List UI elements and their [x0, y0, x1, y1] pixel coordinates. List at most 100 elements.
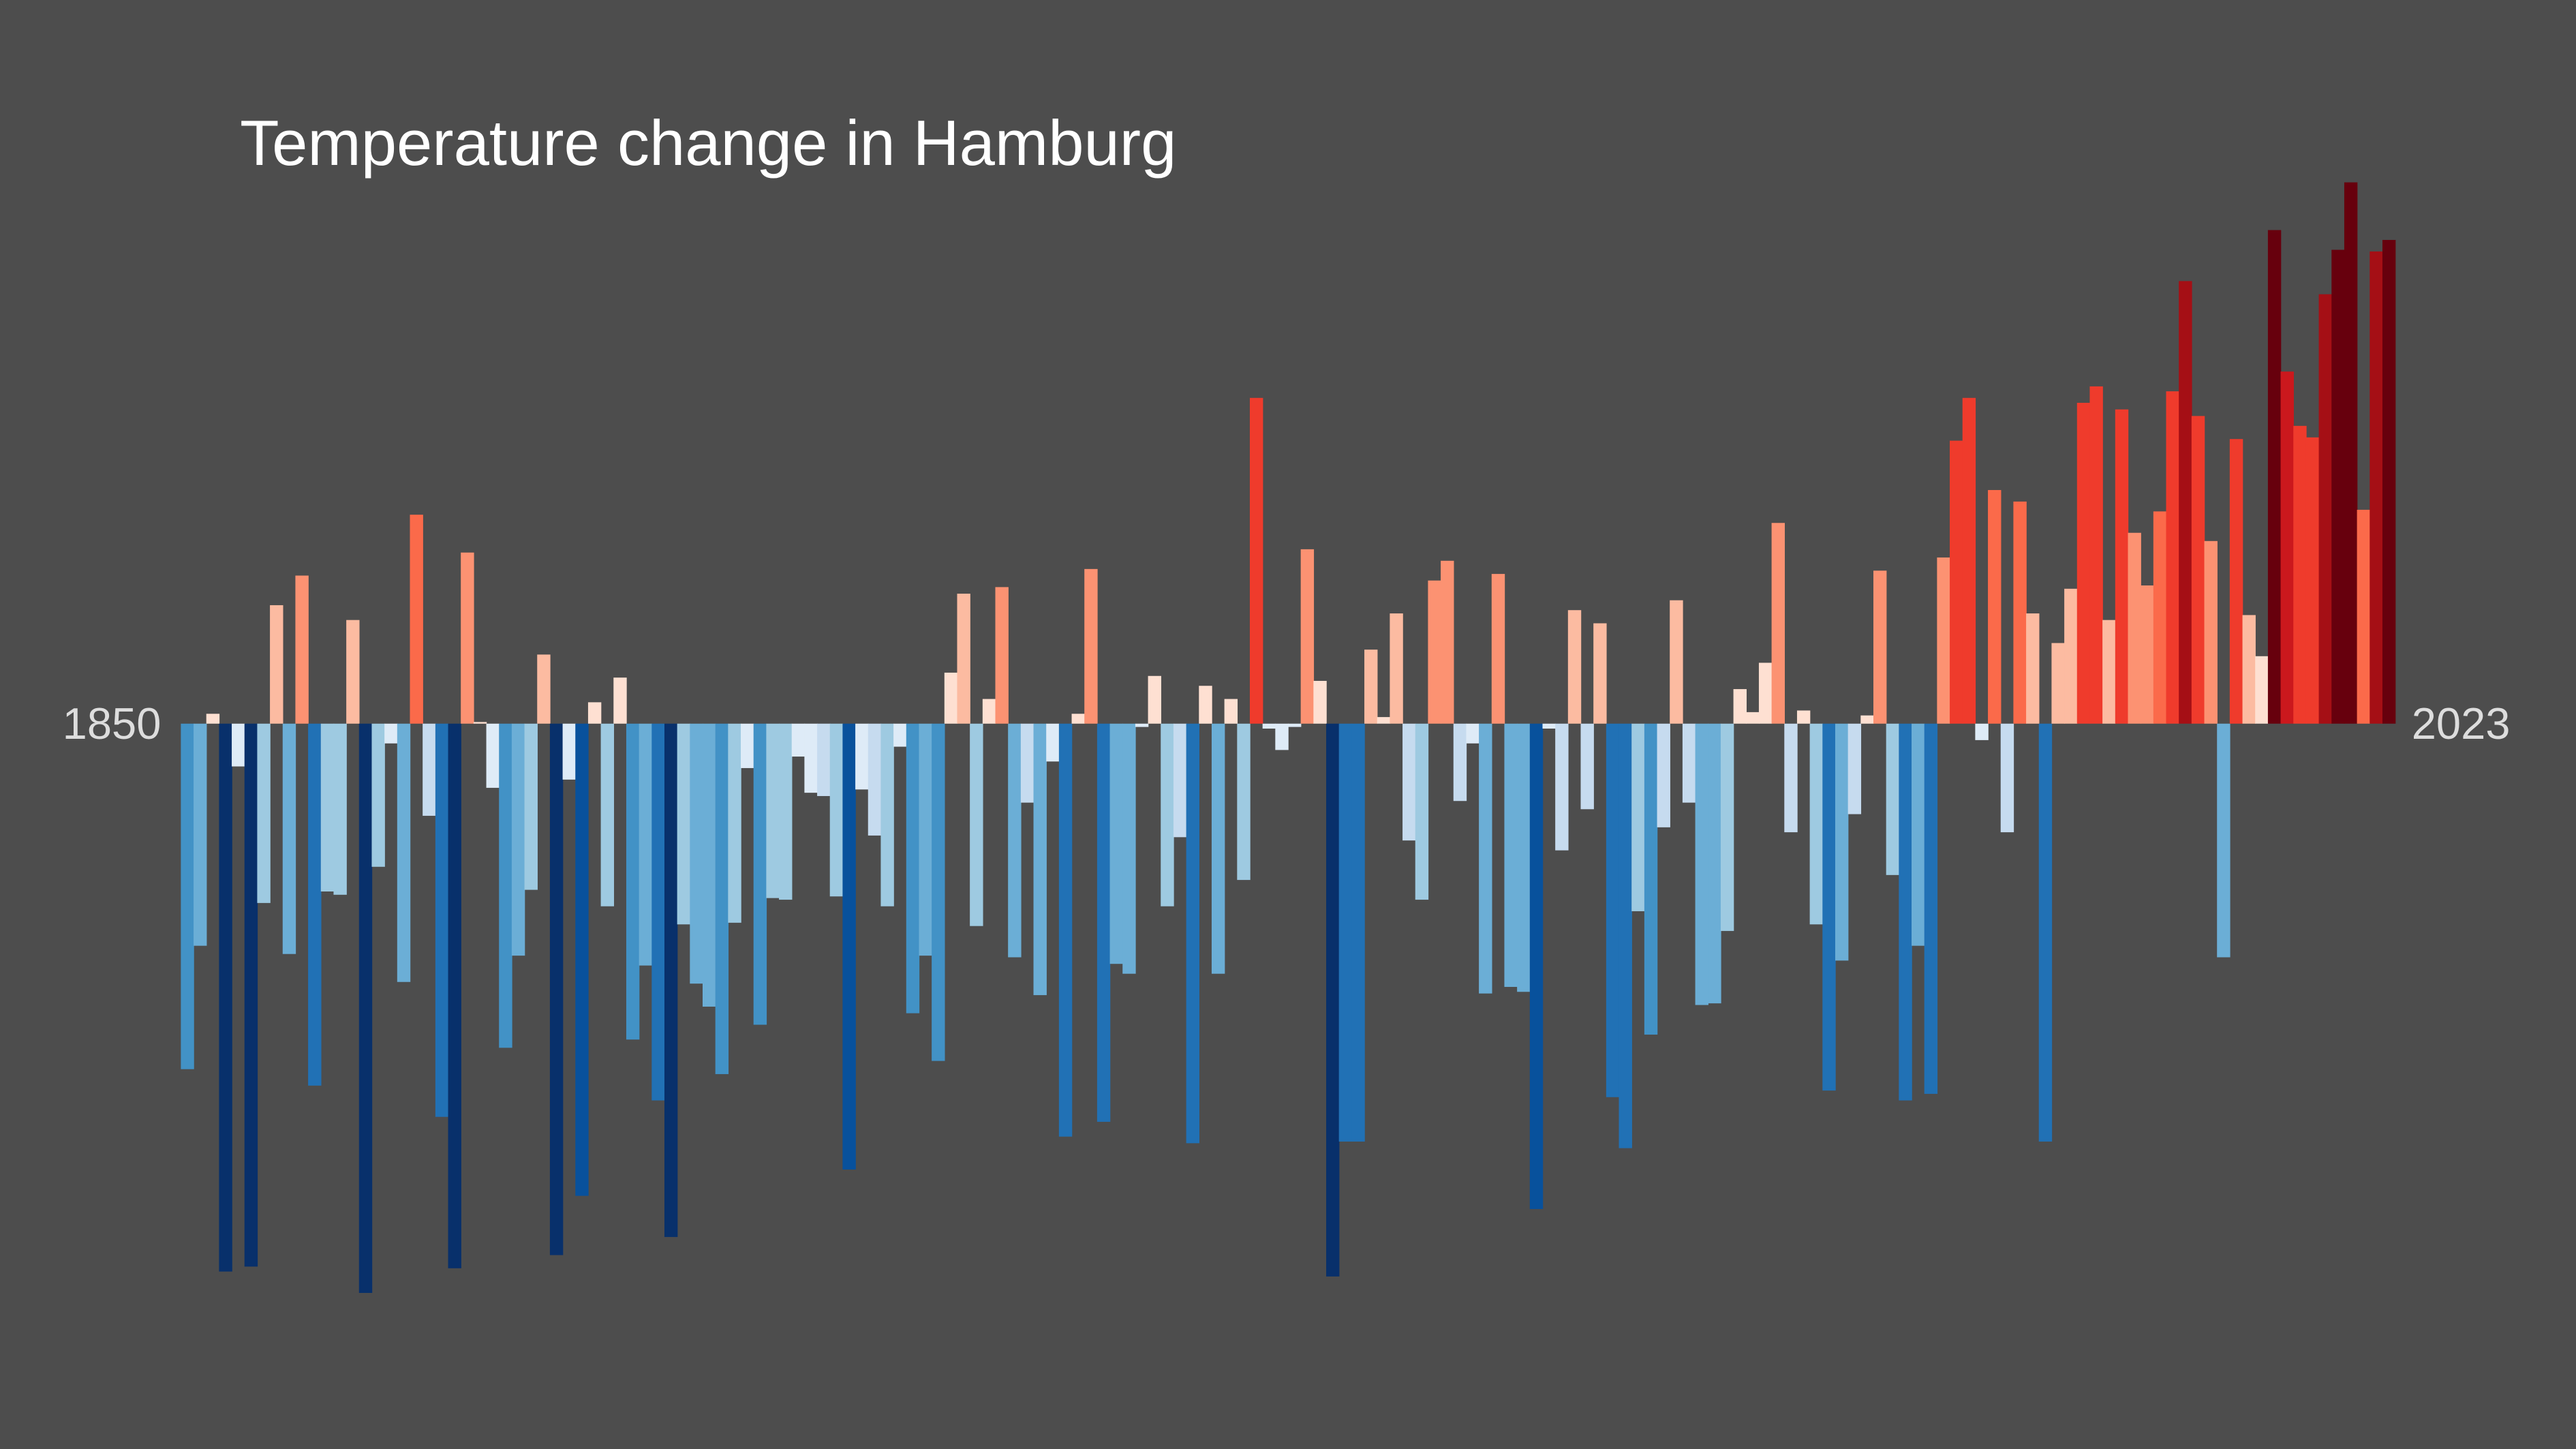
bar	[1733, 689, 1747, 724]
bar	[562, 723, 576, 780]
bar	[1835, 723, 1849, 961]
bar	[1148, 675, 1161, 724]
bar	[804, 723, 818, 793]
bar	[1491, 574, 1505, 724]
bar	[1033, 723, 1047, 996]
bar	[1084, 568, 1098, 724]
bar	[932, 723, 945, 1061]
bar	[829, 723, 844, 897]
bar	[1504, 723, 1518, 988]
chart-title: Temperature change in Hamburg	[240, 107, 1176, 179]
bar	[1338, 723, 1353, 1142]
bar	[549, 723, 564, 1255]
bar	[1771, 523, 1785, 724]
bar	[2305, 437, 2320, 724]
bar	[1822, 723, 1836, 1091]
bar	[1606, 723, 1620, 1097]
bar	[2382, 240, 2396, 724]
bar	[1682, 723, 1696, 803]
bar	[499, 723, 512, 1048]
bar	[2267, 230, 2282, 724]
bar	[995, 587, 1009, 724]
bar	[1746, 712, 1760, 724]
bar	[1186, 723, 1200, 1144]
bar	[2000, 723, 2014, 833]
bar	[206, 714, 220, 724]
bar	[194, 723, 207, 946]
bar	[2191, 416, 2205, 724]
bar	[232, 723, 245, 767]
x-tick-label: 1850	[63, 699, 162, 748]
bar	[1529, 723, 1544, 1209]
bar	[1758, 662, 1773, 724]
bar	[2153, 511, 2167, 724]
bar	[295, 575, 309, 724]
bar	[600, 723, 615, 906]
bar	[1937, 557, 1950, 724]
bar	[1962, 397, 1976, 724]
bar	[1453, 723, 1467, 802]
bar	[1720, 723, 1734, 931]
bar	[728, 723, 741, 923]
bar	[537, 654, 551, 724]
bar	[893, 723, 907, 747]
bar	[1593, 623, 1607, 724]
bar	[1860, 715, 1874, 724]
bar	[1288, 723, 1302, 727]
bar	[1415, 723, 1429, 900]
bar	[1313, 681, 1327, 724]
bar	[1402, 723, 1416, 841]
bar	[486, 723, 500, 788]
bar	[1695, 723, 1708, 1005]
bar	[410, 515, 423, 724]
bar	[1249, 397, 1263, 724]
bar	[270, 605, 283, 724]
bar	[2128, 532, 2141, 724]
bar	[473, 722, 487, 724]
bar	[1224, 699, 1238, 724]
bar	[1008, 723, 1022, 958]
bar	[2357, 509, 2371, 724]
bar	[2280, 371, 2294, 724]
bar	[791, 723, 806, 757]
bar	[1326, 723, 1340, 1277]
bar	[1020, 723, 1034, 803]
bar	[587, 702, 602, 724]
bar	[435, 723, 449, 1117]
x-tick-label: 2023	[2412, 699, 2511, 748]
bar	[2038, 723, 2053, 1142]
bar	[2255, 656, 2269, 724]
bar	[2229, 439, 2243, 724]
bar	[1300, 549, 1315, 724]
bar	[244, 723, 258, 1267]
bar	[677, 723, 691, 925]
bar	[664, 723, 678, 1237]
bar	[1275, 723, 1289, 750]
bar	[1657, 723, 1670, 827]
bar	[2242, 615, 2256, 724]
bar	[1924, 723, 1938, 1094]
bar	[1428, 580, 1441, 724]
bar	[817, 723, 831, 796]
bar	[219, 723, 232, 1272]
bar	[2013, 501, 2027, 724]
bar	[384, 723, 398, 744]
bar	[2166, 391, 2179, 724]
bar	[1351, 723, 1365, 1142]
bar	[1886, 723, 1900, 875]
bar	[1847, 723, 1862, 814]
bar	[868, 723, 882, 836]
bar	[880, 723, 894, 906]
bar	[690, 723, 703, 984]
bar	[2115, 409, 2129, 724]
bar	[1097, 723, 1111, 1122]
bar	[1390, 613, 1403, 724]
bar	[1796, 710, 1811, 724]
bar	[1211, 723, 1225, 974]
bar	[371, 723, 385, 867]
bar	[1899, 723, 1912, 1101]
bar	[741, 723, 754, 768]
bar	[1631, 723, 1645, 911]
bar	[957, 594, 970, 724]
